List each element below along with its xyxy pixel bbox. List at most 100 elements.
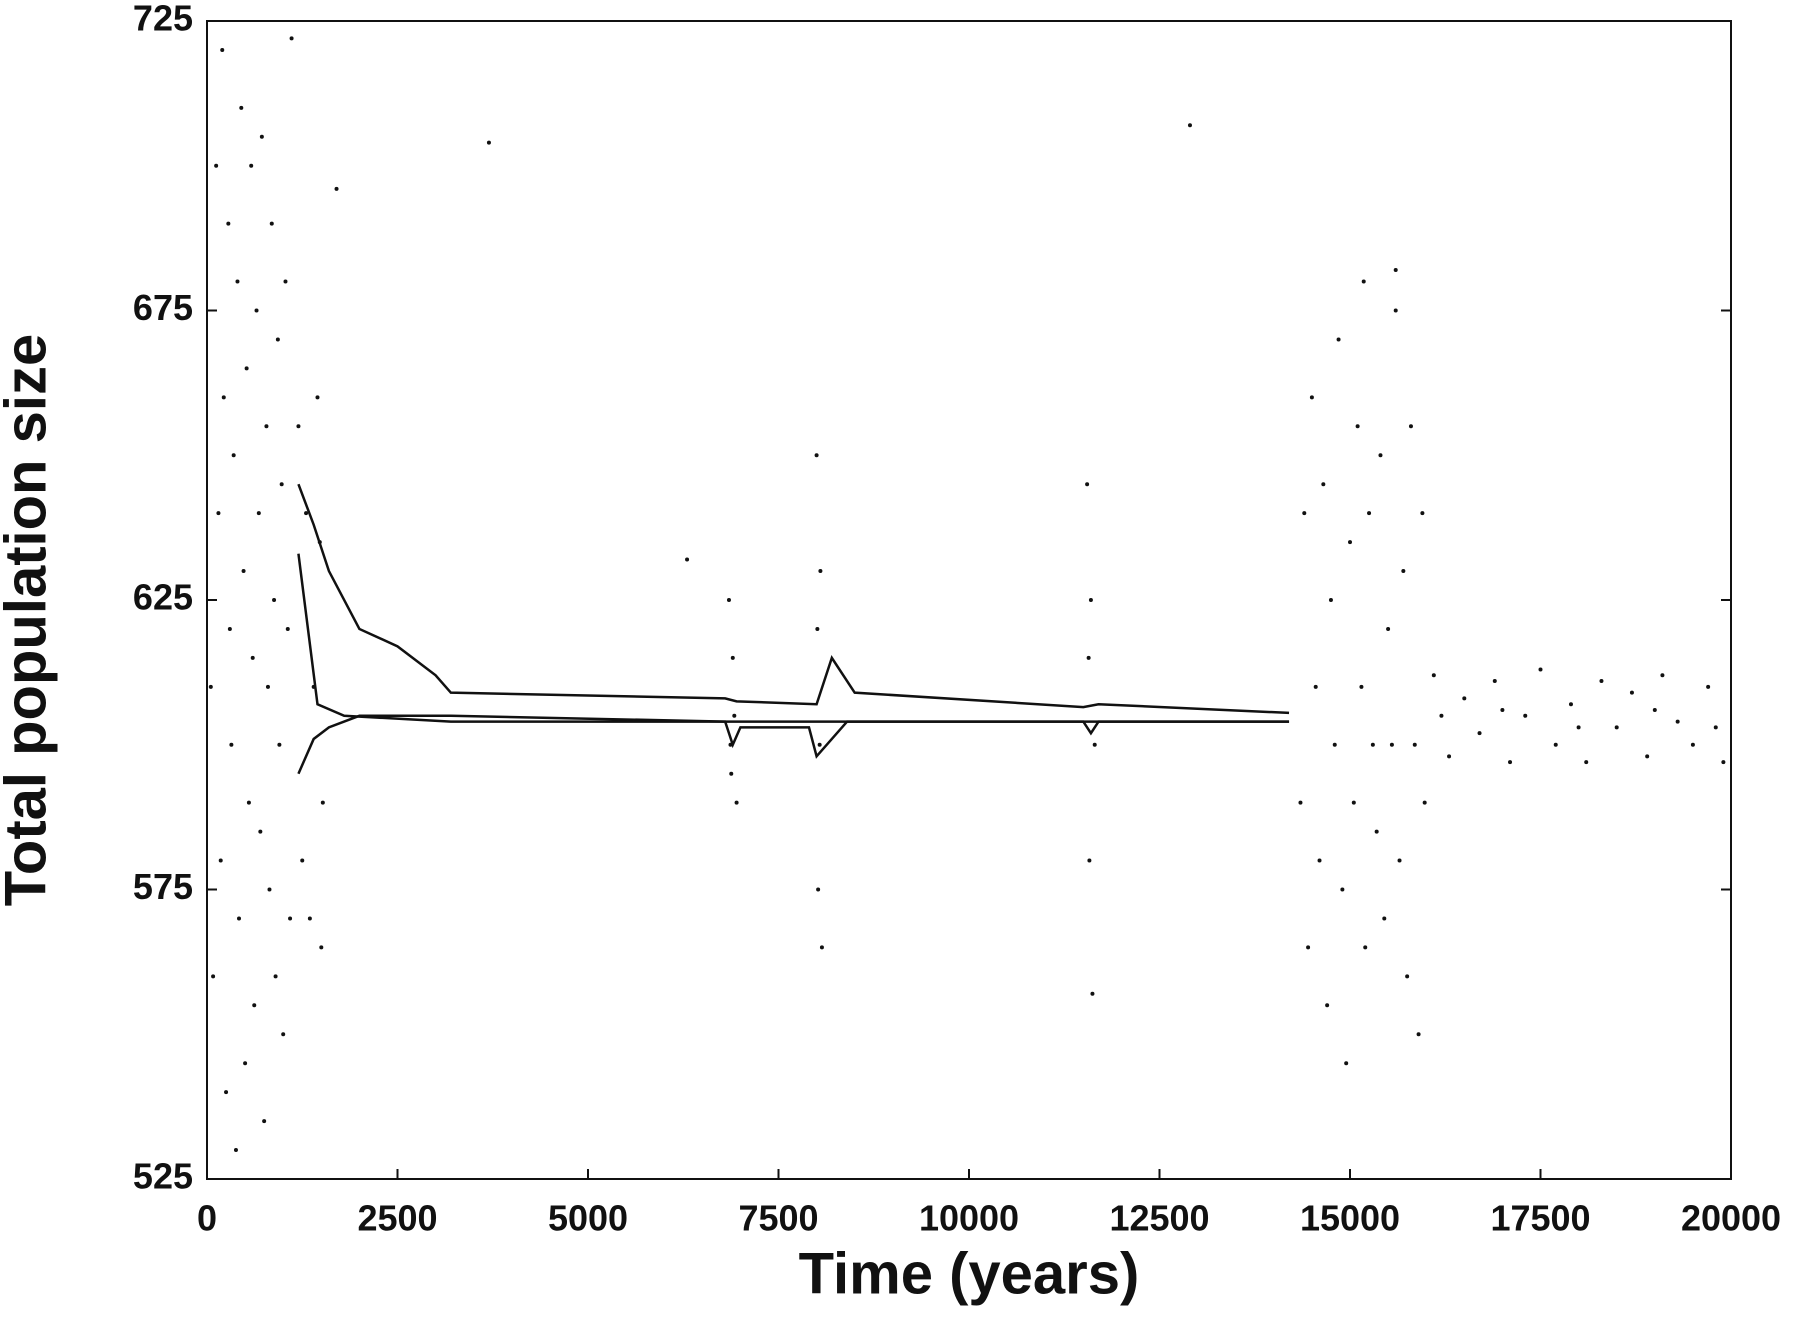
dot — [1397, 858, 1402, 863]
dot — [1416, 1032, 1421, 1037]
dot — [275, 337, 280, 342]
dot — [729, 771, 734, 776]
dot — [250, 655, 255, 660]
dot — [1386, 626, 1391, 631]
dot — [304, 511, 309, 516]
dot — [1090, 991, 1095, 996]
dot — [211, 974, 216, 979]
x-tick-label: 15000 — [1300, 1198, 1400, 1239]
dot — [279, 482, 284, 487]
branch-line — [297, 714, 1290, 775]
branch-line — [297, 483, 1290, 715]
y-tick-label: 675 — [133, 287, 193, 328]
x-tick-label: 12500 — [1109, 1198, 1209, 1239]
dot — [1500, 708, 1505, 713]
dot — [272, 598, 277, 602]
dot — [815, 626, 820, 631]
dot — [288, 916, 293, 921]
dot — [1477, 731, 1482, 736]
dot — [1401, 569, 1406, 574]
dot — [262, 1119, 267, 1124]
dot — [1675, 719, 1680, 724]
dot — [1378, 453, 1383, 458]
dot — [1584, 760, 1589, 765]
dot — [1706, 684, 1711, 689]
dot — [1351, 800, 1356, 805]
dot — [235, 279, 240, 284]
dot — [214, 163, 219, 168]
dot — [1523, 713, 1528, 718]
dot — [285, 626, 290, 631]
x-tick-label: 20000 — [1681, 1198, 1781, 1239]
dot — [264, 424, 269, 429]
dot — [819, 945, 824, 950]
dot — [319, 945, 324, 950]
dot — [259, 134, 264, 139]
dot — [246, 800, 251, 805]
dot — [252, 1003, 257, 1008]
dot — [1336, 337, 1341, 342]
y-tick-label: 575 — [133, 866, 193, 907]
dot — [258, 829, 263, 834]
dot — [269, 221, 274, 226]
y-tick-label: 625 — [133, 577, 193, 618]
dot — [1645, 754, 1650, 759]
dot — [265, 684, 270, 689]
dot — [1439, 713, 1444, 718]
dot — [226, 221, 231, 226]
plot-frame — [206, 20, 1732, 1180]
dot — [267, 887, 272, 892]
dot — [241, 569, 246, 574]
branch-line — [297, 553, 1290, 723]
dot — [1317, 858, 1322, 863]
dot — [1086, 655, 1091, 660]
dot — [283, 279, 288, 284]
dot — [1652, 708, 1657, 713]
dot — [817, 742, 822, 747]
dot — [273, 974, 278, 979]
dot — [1340, 887, 1345, 892]
dot — [814, 453, 819, 458]
dot — [1690, 742, 1695, 747]
dot — [1309, 395, 1314, 400]
dot — [216, 511, 221, 516]
dot — [1348, 540, 1352, 545]
dot — [1393, 267, 1398, 272]
dot — [1325, 1003, 1330, 1008]
dot — [486, 140, 491, 145]
dot — [1355, 424, 1360, 429]
dot — [244, 366, 249, 371]
x-tick-label: 10000 — [919, 1198, 1019, 1239]
dot — [1092, 742, 1097, 747]
dot — [1614, 725, 1619, 730]
dot — [730, 655, 735, 660]
dot — [233, 1148, 238, 1153]
dot — [1085, 482, 1090, 487]
x-tick-label: 5000 — [548, 1198, 628, 1239]
dot — [1328, 598, 1333, 602]
dot — [1568, 702, 1573, 707]
dot — [1321, 482, 1326, 487]
x-axis-label: Time (years) — [799, 1241, 1140, 1306]
dot — [1538, 667, 1543, 672]
dot — [1361, 279, 1366, 284]
dot — [239, 105, 244, 110]
dot — [224, 1090, 229, 1095]
dot — [1187, 123, 1192, 128]
dot — [254, 308, 259, 313]
x-tick-label: 7500 — [738, 1198, 818, 1239]
dot — [1298, 800, 1303, 805]
dot — [231, 453, 236, 458]
dot — [218, 858, 223, 863]
dot — [281, 1032, 286, 1037]
dot — [1508, 760, 1513, 765]
dot — [237, 916, 242, 921]
dot — [221, 395, 226, 400]
dot — [1408, 424, 1413, 429]
dot — [1422, 800, 1427, 805]
dot — [315, 395, 320, 400]
x-tick-label: 0 — [197, 1198, 217, 1239]
dot — [685, 557, 690, 562]
